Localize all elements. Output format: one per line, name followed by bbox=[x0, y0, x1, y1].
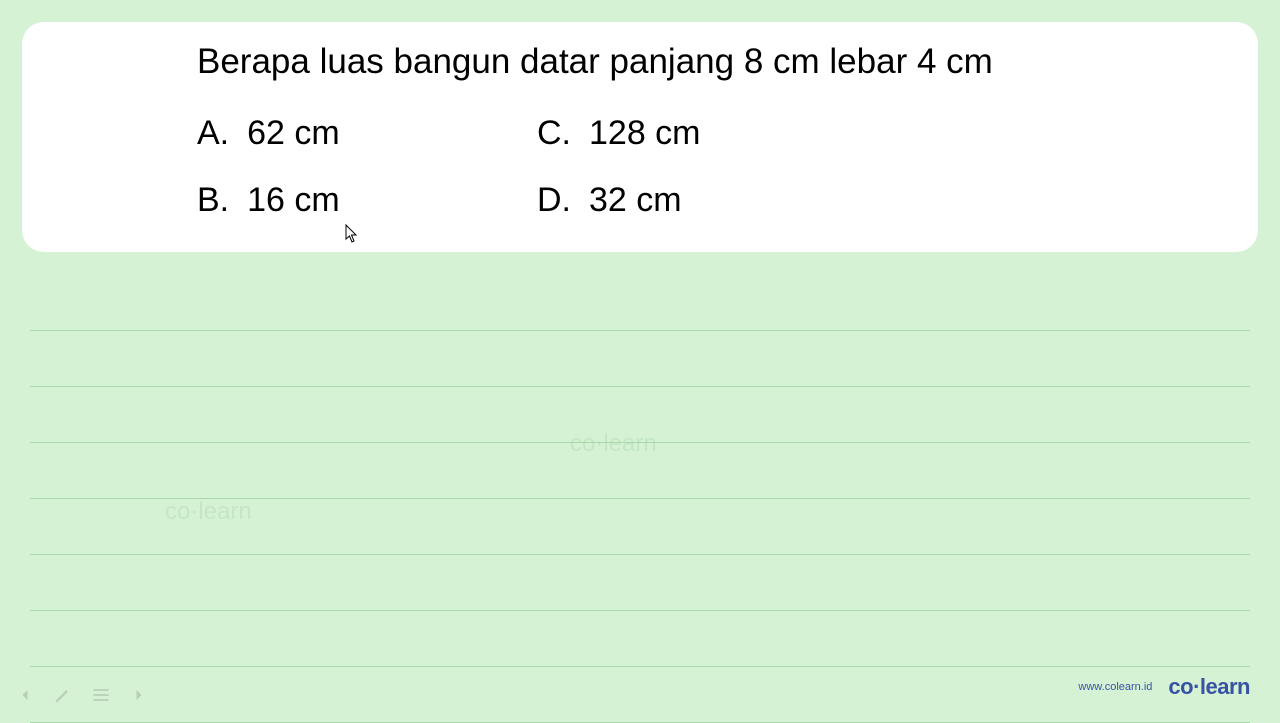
option-letter: C. bbox=[537, 114, 571, 153]
ruled-line bbox=[30, 555, 1250, 611]
question-card: Berapa luas bangun datar panjang 8 cm le… bbox=[22, 22, 1258, 252]
ruled-line bbox=[30, 611, 1250, 667]
prev-icon[interactable] bbox=[15, 685, 35, 705]
footer-url: www.colearn.id bbox=[1078, 681, 1152, 693]
ruled-line bbox=[30, 443, 1250, 499]
option-d: D. 32 cm bbox=[537, 181, 1083, 220]
option-letter: A. bbox=[197, 114, 229, 153]
ruled-line bbox=[30, 499, 1250, 555]
next-icon[interactable] bbox=[129, 685, 149, 705]
option-letter: D. bbox=[537, 181, 571, 220]
pen-icon[interactable] bbox=[53, 685, 73, 705]
option-value: 16 cm bbox=[247, 181, 340, 220]
option-value: 62 cm bbox=[247, 114, 340, 153]
presentation-toolbar bbox=[15, 685, 149, 705]
ruled-line bbox=[30, 331, 1250, 387]
question-text: Berapa luas bangun datar panjang 8 cm le… bbox=[197, 42, 1083, 82]
ruled-line bbox=[30, 275, 1250, 331]
ruled-lines-area bbox=[30, 275, 1250, 690]
option-a: A. 62 cm bbox=[197, 114, 537, 153]
ruled-line bbox=[30, 667, 1250, 723]
option-letter: B. bbox=[197, 181, 229, 220]
option-c: C. 128 cm bbox=[537, 114, 1083, 153]
footer: www.colearn.id co·learn bbox=[1078, 674, 1250, 700]
options-container: A. 62 cm C. 128 cm B. 16 cm D. 32 cm bbox=[197, 114, 1083, 220]
option-b: B. 16 cm bbox=[197, 181, 537, 220]
footer-logo: co·learn bbox=[1168, 674, 1250, 700]
option-value: 32 cm bbox=[589, 181, 682, 220]
ruled-line bbox=[30, 387, 1250, 443]
option-value: 128 cm bbox=[589, 114, 701, 153]
menu-icon[interactable] bbox=[91, 685, 111, 705]
